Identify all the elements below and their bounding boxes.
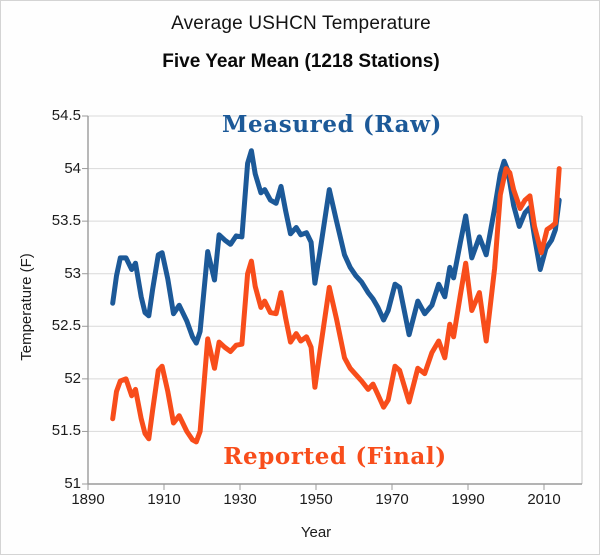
x-tick-label: 1950 bbox=[299, 491, 333, 508]
x-tick-label: 1930 bbox=[223, 491, 257, 508]
y-tick-label: 52 bbox=[64, 369, 81, 387]
series-label-reported-final: Reported (Final) bbox=[223, 443, 447, 470]
y-axis-title: Temperature (F) bbox=[18, 253, 35, 361]
y-tick-label: 51 bbox=[64, 475, 81, 492]
y-tick-label: 53.5 bbox=[51, 212, 81, 230]
x-tick-label: 1910 bbox=[147, 491, 181, 508]
x-tick-label: 1890 bbox=[71, 491, 105, 508]
x-tick-label: 2010 bbox=[527, 491, 561, 508]
chart-subtitle: Five Year Mean (1218 Stations) bbox=[162, 51, 440, 72]
y-tick-label: 52.5 bbox=[51, 317, 81, 335]
x-tick-label: 1990 bbox=[451, 491, 485, 508]
measured-raw-line bbox=[110, 148, 562, 346]
reported-final-line bbox=[110, 166, 562, 445]
series-label-measured-raw: Measured (Raw) bbox=[221, 111, 443, 138]
x-tick-label: 1970 bbox=[375, 491, 409, 508]
chart-title: Average USHCN Temperature bbox=[171, 13, 431, 34]
y-tick-label: 51.5 bbox=[51, 422, 81, 440]
x-axis-title: Year bbox=[300, 524, 332, 541]
y-tick-label: 53 bbox=[64, 264, 81, 282]
y-tick-label: 54 bbox=[64, 159, 81, 177]
y-tick-label: 54.5 bbox=[51, 107, 81, 124]
